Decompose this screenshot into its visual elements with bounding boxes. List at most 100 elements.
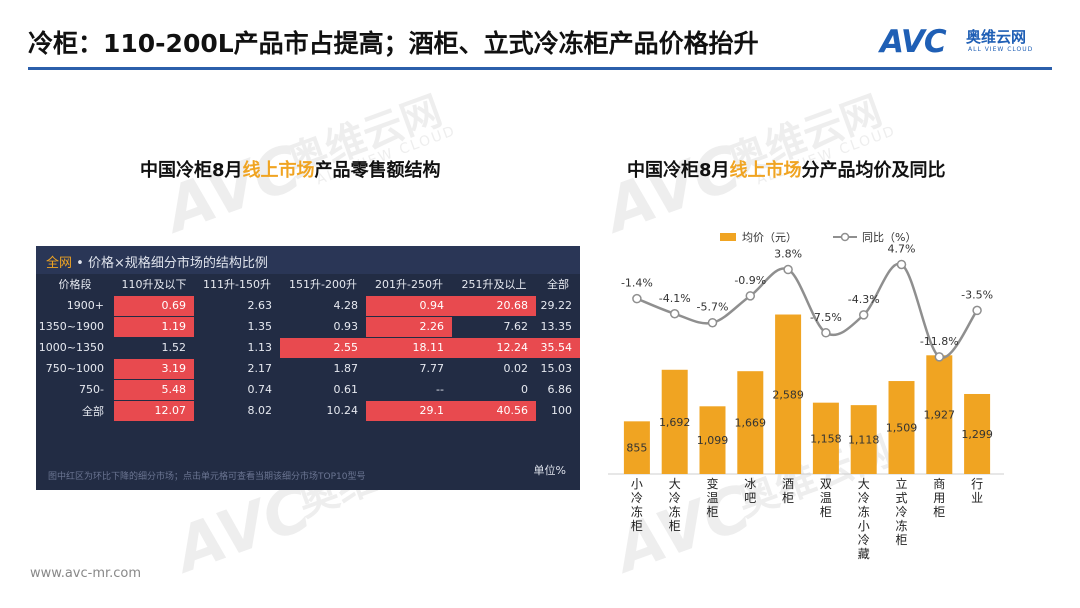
bar-data-label: 1,158 bbox=[810, 432, 842, 445]
table-cell[interactable]: 1.19 bbox=[114, 316, 194, 338]
bar-data-label: 1,118 bbox=[848, 434, 880, 447]
table-cell[interactable]: 1.87 bbox=[280, 358, 366, 380]
bar bbox=[623, 421, 650, 474]
logo-avc-text: AVC bbox=[880, 24, 947, 60]
table-panel-header: 全网 • 价格×规格细分市场的结构比例 bbox=[36, 246, 580, 274]
table-cell[interactable]: 1.13 bbox=[194, 337, 280, 359]
bar-data-label: 2,589 bbox=[772, 388, 804, 401]
table-cell[interactable]: 0.74 bbox=[194, 379, 280, 401]
footer-url: www.avc-mr.com bbox=[30, 566, 142, 581]
table-cell[interactable]: 6.86 bbox=[536, 379, 580, 401]
table-cell[interactable]: 0.94 bbox=[366, 295, 452, 317]
table-cell[interactable]: 7.77 bbox=[366, 358, 452, 380]
bar bbox=[926, 355, 953, 474]
table-cell[interactable]: 12.24 bbox=[452, 337, 536, 359]
bar bbox=[699, 406, 726, 474]
table-note: 图中红区为环比下降的细分市场；点击单元格可查看当期该细分市场TOP10型号 bbox=[48, 472, 366, 482]
table-cell[interactable]: 18.11 bbox=[366, 337, 452, 359]
table-panel-header-text: 全网 • 价格×规格细分市场的结构比例 bbox=[46, 252, 268, 271]
table-cell[interactable]: 13.35 bbox=[536, 316, 580, 338]
table-cell[interactable]: 29.1 bbox=[366, 400, 452, 422]
bar-data-label: 855 bbox=[626, 442, 647, 455]
bar bbox=[737, 371, 764, 474]
bar-title-highlight: 线上市场 bbox=[729, 160, 802, 181]
table-cell[interactable]: 20.68 bbox=[452, 295, 536, 317]
category-label: 行业 bbox=[971, 477, 983, 505]
legend-bar-label: 均价（元） bbox=[742, 231, 797, 244]
legend-bar-swatch bbox=[720, 233, 736, 241]
legend-line-marker bbox=[840, 232, 850, 242]
category-label: 酒柜 bbox=[782, 477, 794, 505]
table-column-header: 251升及以上 bbox=[452, 274, 536, 296]
table-row-label: 750~1000 bbox=[36, 358, 114, 380]
yoy-data-label: -4.3% bbox=[848, 293, 880, 306]
table-cell[interactable]: 0.69 bbox=[114, 295, 194, 317]
watermark-avc: AVC bbox=[156, 130, 311, 247]
table-header-rest: • 价格×规格细分市场的结构比例 bbox=[72, 256, 268, 271]
yoy-data-label: -1.4% bbox=[621, 277, 653, 290]
table-chart-title: 中国冷柜8月线上市场产品零售额结构 bbox=[140, 156, 441, 182]
table-cell[interactable]: 8.02 bbox=[194, 400, 280, 422]
table-column-header: 110升及以下 bbox=[114, 274, 194, 296]
table-column-header: 111升-150升 bbox=[194, 274, 280, 296]
structure-table: 价格段 110升及以下 111升-150升 151升-200升 201升-250升 251… bbox=[36, 274, 580, 422]
table-cell[interactable]: 2.55 bbox=[280, 337, 366, 359]
table-header-row: 价格段 110升及以下 111升-150升 151升-200升 201升-250升 251… bbox=[36, 274, 580, 296]
yoy-point bbox=[821, 328, 831, 338]
table-cell[interactable]: 1.35 bbox=[194, 316, 280, 338]
yoy-data-label: -5.7% bbox=[697, 301, 729, 314]
table-cell[interactable]: 2.26 bbox=[366, 316, 452, 338]
table-cell[interactable]: 0 bbox=[452, 379, 536, 401]
table-column-header: 201升-250升 bbox=[366, 274, 452, 296]
table-column-header: 全部 bbox=[536, 274, 580, 296]
yoy-data-label: -0.9% bbox=[734, 274, 766, 287]
category-label: 大冷冻小冷藏 bbox=[858, 477, 870, 561]
bar bbox=[888, 381, 915, 474]
yoy-data-label: -11.8% bbox=[920, 335, 959, 348]
table-cell[interactable]: 4.28 bbox=[280, 295, 366, 317]
category-label: 商用柜 bbox=[933, 476, 945, 519]
slide-title: 冷柜：110-200L产品市占提高；酒柜、立式冷冻柜产品价格抬升 bbox=[28, 29, 759, 58]
table-header-prefix: 全网 bbox=[46, 256, 73, 271]
table-cell[interactable]: 35.54 bbox=[536, 337, 580, 359]
bar-data-label: 1,927 bbox=[924, 409, 956, 422]
table-cell[interactable]: 10.24 bbox=[280, 400, 366, 422]
table-column-header: 价格段 bbox=[36, 274, 114, 296]
category-label: 双温柜 bbox=[820, 477, 832, 519]
table-cell[interactable]: 7.62 bbox=[452, 316, 536, 338]
yoy-data-label: -4.1% bbox=[659, 292, 691, 305]
yoy-point bbox=[934, 352, 945, 362]
category-label: 变温柜 bbox=[706, 476, 718, 519]
yoy-data-label: -3.5% bbox=[961, 288, 993, 301]
watermark-left: AVC 奥维云网 ALL VIEW CLOUD bbox=[156, 48, 544, 263]
table-cell[interactable]: 2.17 bbox=[194, 358, 280, 380]
table-cell[interactable]: 5.48 bbox=[114, 379, 194, 401]
table-cell[interactable]: 1.52 bbox=[114, 337, 194, 359]
bar-data-label: 1,099 bbox=[697, 434, 729, 447]
table-row-label: 1000~1350 bbox=[36, 337, 114, 359]
bar-chart-title: 中国冷柜8月线上市场分产品均价及同比 bbox=[627, 156, 946, 182]
table-cell[interactable]: 29.22 bbox=[536, 295, 580, 317]
logo-cn-text: 奥维云网 bbox=[966, 28, 1027, 46]
table-cell[interactable]: 0.93 bbox=[280, 316, 366, 338]
logo-en-text: ALL VIEW CLOUD bbox=[968, 46, 1034, 53]
table-row: 750- 5.48 0.74 0.61 -- 0 6.86 bbox=[36, 379, 580, 401]
table-cell[interactable]: 40.56 bbox=[452, 400, 536, 422]
table-cell[interactable]: 2.63 bbox=[194, 295, 280, 317]
legend-line-label: 同比（%） bbox=[862, 231, 916, 244]
table-title-highlight: 线上市场 bbox=[242, 160, 315, 181]
table-cell[interactable]: 12.07 bbox=[114, 400, 194, 422]
yoy-point bbox=[707, 317, 718, 328]
table-cell[interactable]: 15.03 bbox=[536, 358, 580, 380]
bar bbox=[812, 402, 839, 474]
bar bbox=[850, 405, 877, 474]
table-cell[interactable]: 100 bbox=[536, 400, 580, 422]
bar-data-label: 1,299 bbox=[961, 428, 993, 441]
table-cell[interactable]: 3.19 bbox=[114, 358, 194, 380]
table-column-header: 151升-200升 bbox=[280, 274, 366, 296]
table-cell[interactable]: 0.61 bbox=[280, 379, 366, 401]
table-row: 1000~1350 1.52 1.13 2.55 18.11 12.24 35.54 bbox=[36, 337, 580, 359]
yoy-data-label: -7.5% bbox=[810, 311, 842, 324]
table-cell[interactable]: 0.02 bbox=[452, 358, 536, 380]
table-cell[interactable]: -- bbox=[366, 379, 452, 401]
